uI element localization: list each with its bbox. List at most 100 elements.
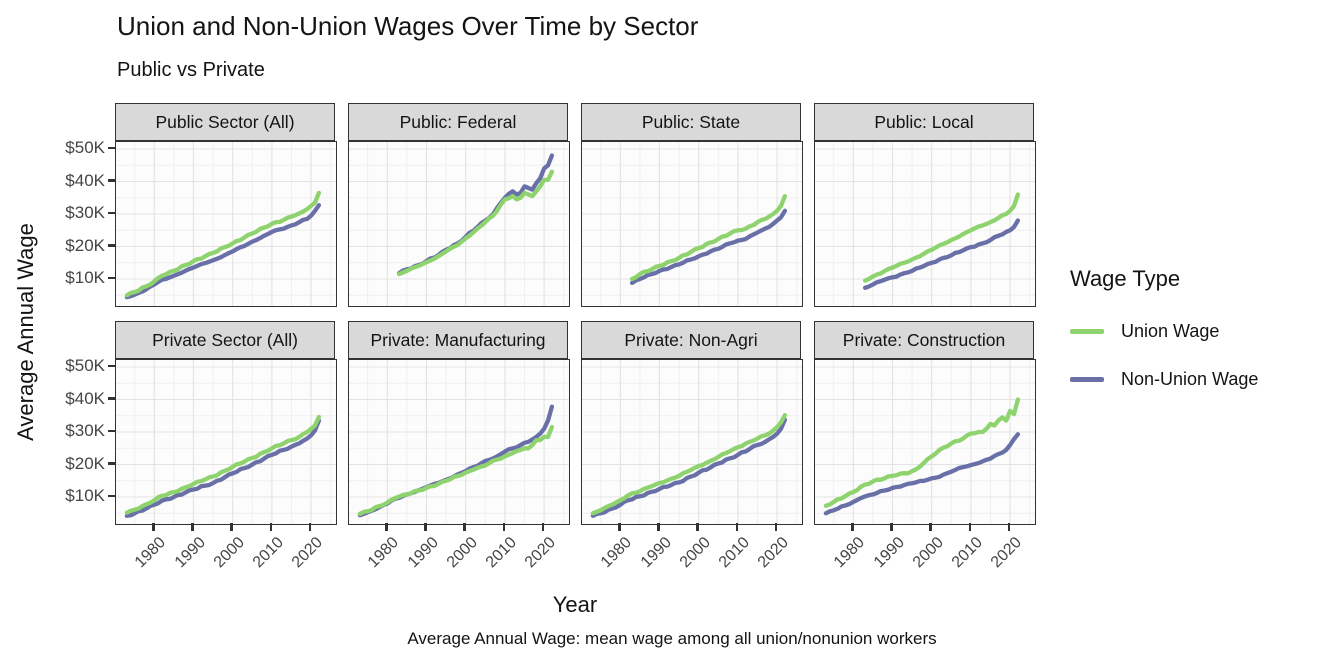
x-tick-mark xyxy=(735,523,739,531)
facet-label: Private: Non-Agri xyxy=(624,329,758,350)
x-axis-title: Year xyxy=(552,592,598,617)
facet-strip-public-state: Public: State xyxy=(581,103,801,141)
facet-strip-private-sector-all: Private Sector (All) xyxy=(115,321,335,359)
gridlines xyxy=(815,148,1035,280)
panel-plot-area xyxy=(582,142,802,306)
facet-panel-private-construction xyxy=(814,359,1036,525)
non-union-wage-line-swatch xyxy=(1070,376,1104,382)
facet-panel-private-manufacturing xyxy=(348,359,570,525)
series-line-non-union-wage xyxy=(590,417,788,518)
panel-plot-area xyxy=(582,360,802,524)
series-line-union-wage xyxy=(629,193,788,282)
x-tick-mark xyxy=(385,523,388,531)
gridlines xyxy=(582,148,802,280)
plot-subtitle: Public vs Private xyxy=(117,59,265,81)
series-line-non-union-wage xyxy=(124,418,322,518)
facet-label: Public Sector (All) xyxy=(155,111,295,132)
y-tick-label: $30K xyxy=(65,421,105,440)
facet-panel-public-sector-all xyxy=(115,141,337,307)
gridlines xyxy=(116,366,336,498)
gridlines xyxy=(815,164,1035,296)
facet-strip-public-federal: Public: Federal xyxy=(348,103,568,141)
plot-title: Union and Non-Union Wages Over Time by S… xyxy=(117,11,699,41)
y-tick-mark xyxy=(108,494,115,498)
series-line-non-union-wage xyxy=(629,208,788,286)
gridlines xyxy=(116,148,336,280)
facet-strip-public-sector-all: Public Sector (All) xyxy=(115,103,335,141)
y-tick-mark xyxy=(108,211,115,215)
series-line-union-wage xyxy=(862,192,1021,283)
y-tick-label: $20K xyxy=(65,453,105,473)
facet-strip-private-non-agri: Private: Non-Agri xyxy=(581,321,801,359)
union-wage-line-swatch xyxy=(1070,328,1104,334)
gridlines xyxy=(386,360,545,524)
gridlines xyxy=(582,382,802,514)
panel-plot-area xyxy=(815,142,1035,306)
y-tick-label: $30K xyxy=(65,203,105,222)
gridlines xyxy=(153,142,312,306)
x-tick-mark xyxy=(929,523,932,531)
x-tick-mark xyxy=(890,523,893,531)
panel-plot-area xyxy=(116,360,336,524)
facet-label: Public: Local xyxy=(874,111,974,132)
facet-panel-public-state xyxy=(581,141,803,307)
gridlines xyxy=(386,142,545,306)
legend: Wage Type Union Wage Non-Union Wage xyxy=(1070,266,1340,414)
facet-panel-public-local xyxy=(814,141,1036,307)
facet-label: Public: State xyxy=(641,111,741,132)
panel-plot-area xyxy=(349,360,569,524)
x-tick-mark xyxy=(696,523,699,531)
facet-panel-public-federal xyxy=(348,141,570,307)
facet-panel-private-sector-all xyxy=(115,359,337,525)
y-tick-label: $50K xyxy=(65,138,105,157)
series-line-union-wage xyxy=(396,169,555,277)
x-tick-mark xyxy=(1007,523,1011,531)
series-line-union-wage xyxy=(823,397,1021,508)
x-tick-mark xyxy=(191,523,194,531)
y-tick-mark xyxy=(108,146,115,150)
gridlines xyxy=(815,366,1035,498)
legend-item-nonunion: Non-Union Wage xyxy=(1070,366,1340,392)
x-tick-mark xyxy=(618,523,621,531)
x-tick-mark xyxy=(851,523,854,531)
y-axis-title: Average Annual Wage xyxy=(13,223,38,441)
x-tick-mark xyxy=(152,523,155,531)
y-tick-label: $40K xyxy=(65,388,105,408)
gridlines xyxy=(349,366,569,498)
gridlines xyxy=(349,164,569,296)
x-tick-mark xyxy=(269,523,273,531)
gridlines xyxy=(582,366,802,498)
gridlines xyxy=(349,382,569,514)
gridlines xyxy=(852,360,1011,524)
gridlines xyxy=(582,164,802,296)
x-tick-mark xyxy=(774,523,778,531)
x-tick-mark xyxy=(541,523,545,531)
legend-item-union: Union Wage xyxy=(1070,318,1340,344)
y-tick-mark xyxy=(108,276,115,280)
panel-plot-area xyxy=(815,360,1035,524)
panel-plot-area xyxy=(116,142,336,306)
series-line-union-wage xyxy=(357,424,555,517)
facet-strip-public-local: Public: Local xyxy=(814,103,1034,141)
x-tick-mark xyxy=(463,523,466,531)
x-tick-mark xyxy=(230,523,233,531)
legend-title: Wage Type xyxy=(1070,266,1181,291)
x-tick-mark xyxy=(657,523,660,531)
legend-label-nonunion: Non-Union Wage xyxy=(1121,368,1259,389)
gridlines xyxy=(116,164,336,296)
y-tick-mark xyxy=(108,397,115,400)
series-line-union-wage xyxy=(124,190,322,298)
y-tick-mark xyxy=(108,429,115,433)
y-tick-label: $50K xyxy=(65,356,105,375)
series-line-union-wage xyxy=(124,414,322,515)
x-tick-mark xyxy=(502,523,506,531)
facet-label: Private Sector (All) xyxy=(152,329,298,350)
series-line-non-union-wage xyxy=(823,432,1021,516)
facet-panel-private-non-agri xyxy=(581,359,803,525)
y-tick-label: $20K xyxy=(65,235,105,255)
facet-label: Private: Construction xyxy=(842,329,1006,350)
y-tick-mark xyxy=(108,244,115,247)
facet-strip-private-manufacturing: Private: Manufacturing xyxy=(348,321,568,359)
legend-label-union: Union Wage xyxy=(1121,320,1220,341)
